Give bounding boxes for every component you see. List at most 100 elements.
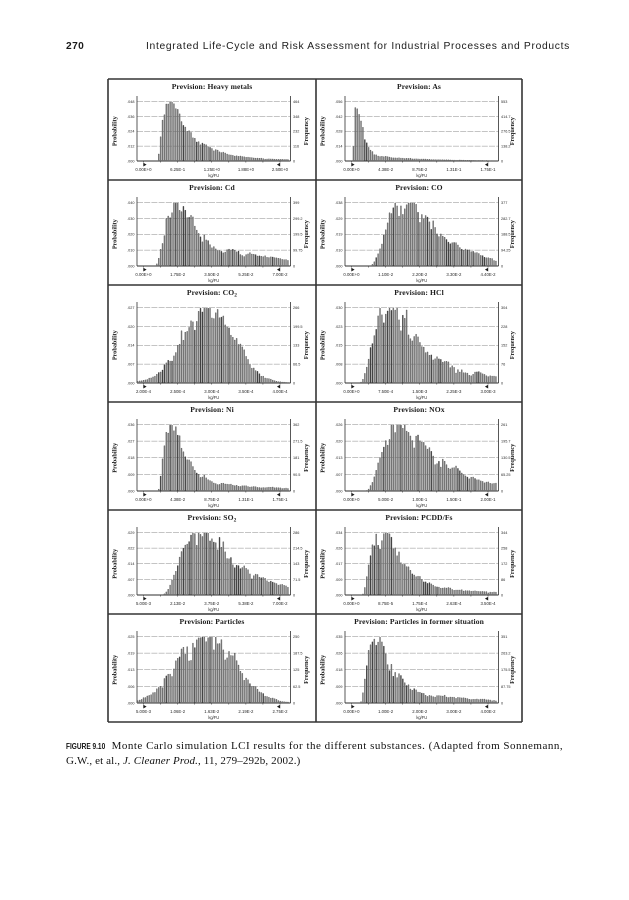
svg-text:Prevision: CO2: Prevision: CO2 bbox=[187, 288, 237, 299]
svg-text:.022: .022 bbox=[127, 547, 134, 551]
svg-text:.000: .000 bbox=[127, 593, 134, 597]
svg-text:261: 261 bbox=[501, 423, 507, 427]
svg-text:2.25E-3: 2.25E-3 bbox=[446, 389, 462, 394]
svg-text:116: 116 bbox=[293, 145, 299, 149]
svg-text:0.00E+0: 0.00E+0 bbox=[343, 167, 360, 172]
svg-text:0.00E+0: 0.00E+0 bbox=[343, 272, 360, 277]
svg-text:188.5: 188.5 bbox=[501, 233, 511, 237]
svg-text:0.00E+0: 0.00E+0 bbox=[135, 167, 152, 172]
svg-text:1.50E-3: 1.50E-3 bbox=[412, 389, 428, 394]
svg-text:1.06E-2: 1.06E-2 bbox=[170, 709, 186, 714]
svg-text:kg/FU: kg/FU bbox=[416, 395, 427, 400]
svg-text:3.30E-2: 3.30E-2 bbox=[446, 272, 462, 277]
svg-text:286: 286 bbox=[293, 531, 299, 535]
svg-text:.019: .019 bbox=[335, 233, 342, 237]
svg-text:.007: .007 bbox=[127, 578, 134, 582]
svg-text:1.75E-2: 1.75E-2 bbox=[170, 272, 186, 277]
svg-text:0: 0 bbox=[501, 489, 503, 493]
svg-text:.014: .014 bbox=[335, 145, 342, 149]
svg-text:Prevision: As: Prevision: As bbox=[397, 82, 441, 91]
svg-text:464: 464 bbox=[293, 100, 299, 104]
svg-text:2.00E-2: 2.00E-2 bbox=[412, 709, 428, 714]
svg-text:.000: .000 bbox=[127, 264, 134, 268]
svg-text:76: 76 bbox=[501, 363, 505, 367]
svg-text:1.63E-2: 1.63E-2 bbox=[204, 709, 220, 714]
svg-text:271.5: 271.5 bbox=[293, 440, 303, 444]
svg-text:7.00E-2: 7.00E-2 bbox=[272, 601, 288, 606]
svg-text:199.5: 199.5 bbox=[293, 233, 303, 237]
svg-text:.009: .009 bbox=[335, 578, 342, 582]
svg-text:1.88E+0: 1.88E+0 bbox=[238, 167, 255, 172]
svg-text:7.00E-2: 7.00E-2 bbox=[272, 272, 288, 277]
svg-text:.036: .036 bbox=[127, 423, 134, 427]
svg-text:.007: .007 bbox=[127, 363, 134, 367]
svg-text:2.20E-2: 2.20E-2 bbox=[412, 272, 428, 277]
svg-text:1.50E-1: 1.50E-1 bbox=[446, 497, 462, 502]
svg-text:133: 133 bbox=[293, 344, 299, 348]
svg-text:130.5: 130.5 bbox=[501, 456, 511, 460]
svg-text:.007: .007 bbox=[335, 473, 342, 477]
svg-text:kg/FU: kg/FU bbox=[208, 395, 219, 400]
svg-text:Prevision: NOx: Prevision: NOx bbox=[393, 405, 444, 414]
svg-text:138.2: 138.2 bbox=[501, 145, 511, 149]
svg-text:4.38E-2: 4.38E-2 bbox=[170, 497, 186, 502]
svg-text:.000: .000 bbox=[335, 701, 342, 705]
svg-text:.014: .014 bbox=[127, 344, 134, 348]
svg-text:.014: .014 bbox=[127, 562, 134, 566]
svg-text:0: 0 bbox=[293, 381, 295, 385]
svg-text:348: 348 bbox=[293, 115, 299, 119]
svg-text:Frequency: Frequency bbox=[509, 116, 516, 145]
svg-text:5.00E-2: 5.00E-2 bbox=[378, 497, 394, 502]
svg-text:.000: .000 bbox=[335, 489, 342, 493]
svg-text:181: 181 bbox=[293, 456, 299, 460]
svg-text:232: 232 bbox=[293, 130, 299, 134]
svg-text:351: 351 bbox=[501, 635, 507, 639]
svg-text:0: 0 bbox=[293, 159, 295, 163]
svg-text:.000: .000 bbox=[127, 381, 134, 385]
svg-text:Frequency: Frequency bbox=[303, 549, 310, 578]
svg-text:.013: .013 bbox=[127, 668, 134, 672]
svg-text:.000: .000 bbox=[127, 159, 134, 163]
svg-text:.017: .017 bbox=[335, 562, 342, 566]
svg-text:kg/FU: kg/FU bbox=[416, 503, 427, 508]
svg-text:kg/FU: kg/FU bbox=[208, 607, 219, 612]
svg-text:175.5: 175.5 bbox=[501, 668, 511, 672]
svg-text:0.00E+0: 0.00E+0 bbox=[135, 497, 152, 502]
svg-text:5.38E-2: 5.38E-2 bbox=[238, 601, 254, 606]
svg-text:258: 258 bbox=[501, 547, 507, 551]
svg-text:4.00E-4: 4.00E-4 bbox=[272, 389, 288, 394]
svg-text:553: 553 bbox=[501, 100, 507, 104]
svg-text:2.13E-2: 2.13E-2 bbox=[170, 601, 186, 606]
svg-text:kg/FU: kg/FU bbox=[416, 173, 427, 178]
svg-text:.008: .008 bbox=[335, 363, 342, 367]
svg-text:kg/FU: kg/FU bbox=[208, 503, 219, 508]
svg-text:.000: .000 bbox=[127, 489, 134, 493]
svg-text:.000: .000 bbox=[335, 264, 342, 268]
svg-text:4.40E-2: 4.40E-2 bbox=[480, 272, 496, 277]
svg-text:65.25: 65.25 bbox=[501, 473, 511, 477]
svg-text:1.75E-1: 1.75E-1 bbox=[272, 497, 288, 502]
svg-text:kg/FU: kg/FU bbox=[416, 278, 427, 283]
svg-text:.042: .042 bbox=[335, 115, 342, 119]
svg-text:0.00E+0: 0.00E+0 bbox=[343, 497, 360, 502]
svg-text:199.5: 199.5 bbox=[293, 325, 303, 329]
svg-text:0: 0 bbox=[293, 489, 295, 493]
svg-text:Frequency: Frequency bbox=[303, 655, 310, 684]
svg-text:Prevision: SO2: Prevision: SO2 bbox=[188, 513, 237, 524]
svg-text:66.5: 66.5 bbox=[293, 363, 300, 367]
svg-text:0: 0 bbox=[501, 264, 503, 268]
svg-text:344: 344 bbox=[501, 531, 507, 535]
svg-text:414.7: 414.7 bbox=[501, 115, 511, 119]
svg-text:1.31E-1: 1.31E-1 bbox=[446, 167, 462, 172]
svg-text:.020: .020 bbox=[335, 440, 342, 444]
svg-text:.030: .030 bbox=[127, 217, 134, 221]
svg-text:8.75E-2: 8.75E-2 bbox=[412, 167, 428, 172]
svg-text:7.50E-4: 7.50E-4 bbox=[378, 389, 394, 394]
svg-text:266: 266 bbox=[293, 306, 299, 310]
svg-text:Frequency: Frequency bbox=[303, 219, 310, 248]
svg-text:195.7: 195.7 bbox=[501, 440, 511, 444]
svg-text:.000: .000 bbox=[335, 159, 342, 163]
svg-text:kg/FU: kg/FU bbox=[416, 715, 427, 720]
svg-text:250: 250 bbox=[293, 635, 299, 639]
svg-text:5.00E-3: 5.00E-3 bbox=[136, 601, 152, 606]
